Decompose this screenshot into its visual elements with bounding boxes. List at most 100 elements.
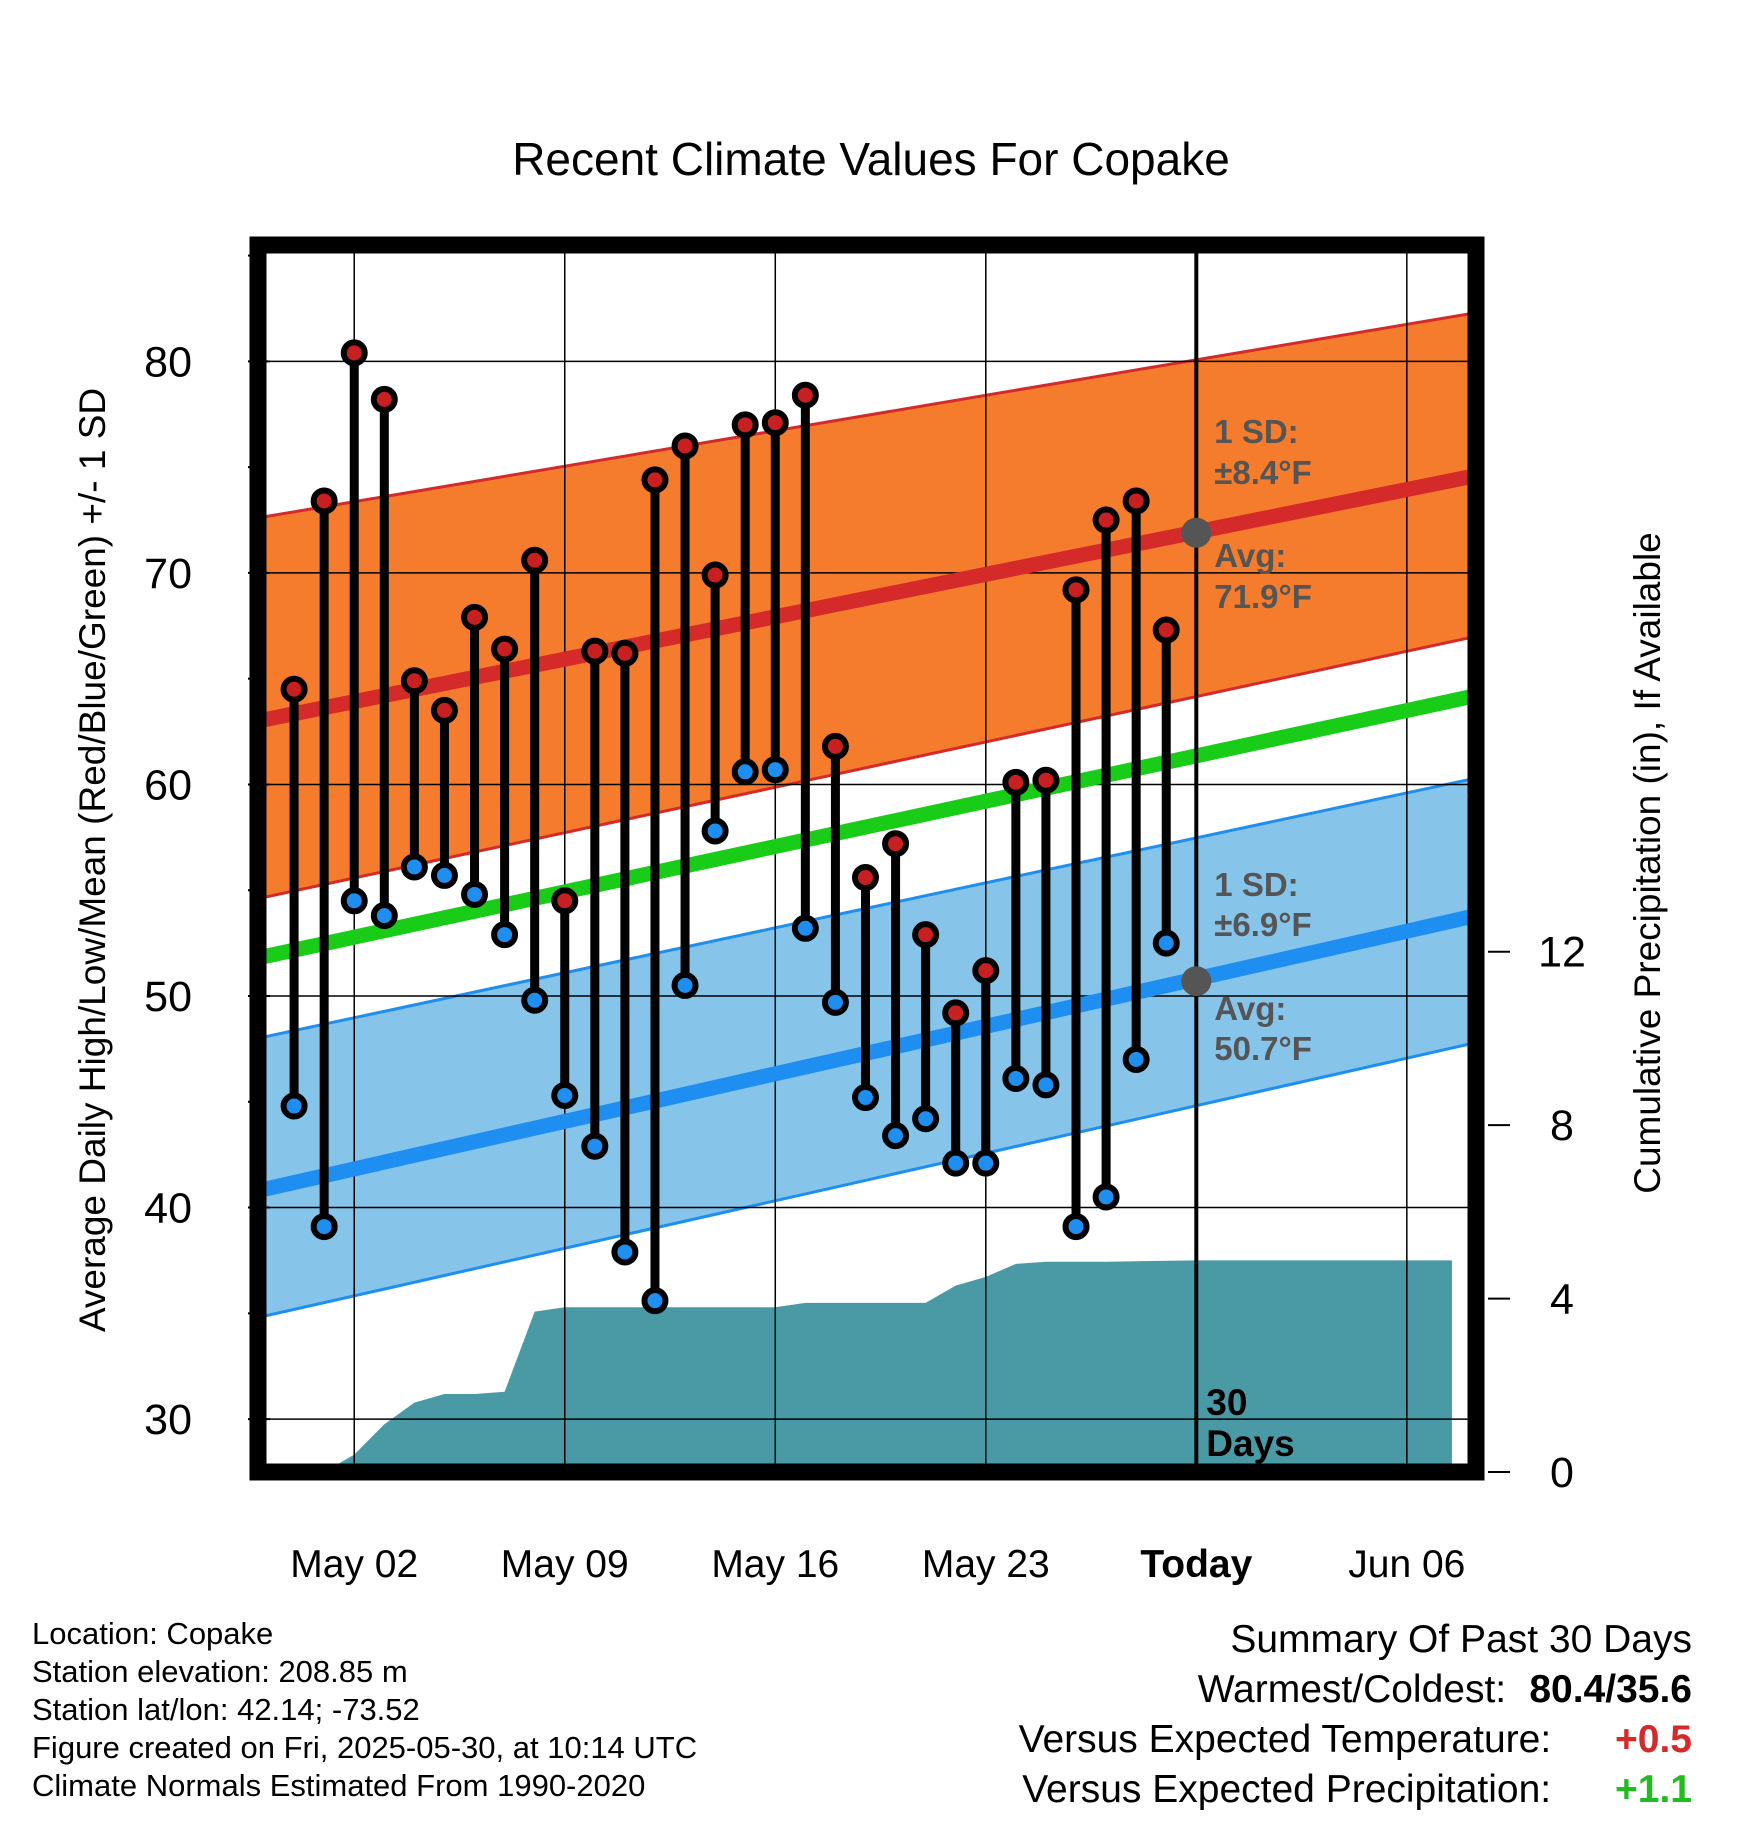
y-tick-label: 70: [144, 550, 192, 598]
daily-low-point: [821, 988, 849, 1016]
daily-high-point: [912, 921, 940, 949]
x-axis-title: Day: [832, 1599, 902, 1600]
days-label-word: Days: [1206, 1423, 1294, 1464]
low-avg-marker: [1181, 966, 1212, 997]
y2-tick-label: 8: [1550, 1102, 1574, 1150]
daily-high-point: [611, 639, 639, 667]
daily-high-point: [972, 957, 1000, 985]
daily-high-point: [400, 667, 428, 695]
created-text: Figure created on Fri, 2025-05-30, at 10…: [32, 1730, 698, 1765]
daily-low-point: [731, 758, 759, 786]
elevation-text: Station elevation: 208.85 m: [32, 1654, 408, 1689]
y2-tick-label: 12: [1538, 929, 1586, 977]
daily-low-point: [1122, 1045, 1150, 1073]
days-label-number: 30: [1206, 1382, 1247, 1423]
x-tick-label: May 09: [501, 1543, 629, 1586]
daily-low-point: [1002, 1065, 1030, 1093]
x-tick-label: May 02: [290, 1543, 418, 1586]
y-axis-title: Average Daily High/Low/Mean (Red/Blue/Gr…: [72, 388, 113, 1332]
summary-title: Summary Of Past 30 Days: [1230, 1618, 1692, 1661]
daily-high-point: [1002, 768, 1030, 796]
high-sd-lower-edge: [258, 634, 1476, 901]
high-sd-label: 1 SD:: [1214, 413, 1298, 450]
daily-low-point: [491, 921, 519, 949]
daily-low-point: [641, 1287, 669, 1315]
daily-high-point: [310, 487, 338, 515]
daily-high-point: [1092, 506, 1120, 534]
daily-high-point: [1032, 766, 1060, 794]
daily-high-point: [942, 999, 970, 1027]
y-tick-label: 40: [144, 1185, 192, 1233]
y-tick-label: 30: [144, 1396, 192, 1444]
daily-low-point: [1152, 929, 1180, 957]
x-tick-label: May 16: [711, 1543, 839, 1586]
normals-text: Climate Normals Estimated From 1990-2020: [32, 1768, 646, 1803]
daily-high-point: [1152, 616, 1180, 644]
y-tick-label: 60: [144, 761, 192, 809]
low-sd-lower-edge: [258, 1041, 1476, 1320]
location-text: Location: Copake: [32, 1616, 274, 1651]
low-sd-value: ±6.9°F: [1214, 906, 1311, 943]
warmest-label: Warmest/Coldest:: [1197, 1668, 1507, 1711]
daily-low-point: [551, 1081, 579, 1109]
daily-low-point: [851, 1084, 879, 1112]
normal-mean-line: [258, 688, 1476, 966]
daily-high-point: [882, 830, 910, 858]
daily-high-point: [1122, 487, 1150, 515]
daily-high-point: [641, 466, 669, 494]
summary-warmest-row: Warmest/Coldest: 80.4/35.6: [1019, 1665, 1692, 1715]
daily-low-point: [340, 887, 368, 915]
daily-low-point: [761, 756, 789, 784]
daily-low-point: [912, 1105, 940, 1133]
daily-high-point: [430, 696, 458, 724]
high-avg-value: 71.9°F: [1214, 578, 1312, 615]
daily-low-point: [581, 1132, 609, 1160]
high-sd-value: ±8.4°F: [1214, 454, 1311, 491]
y-tick-label: 50: [144, 973, 192, 1021]
daily-high-point: [461, 603, 489, 631]
daily-low-point: [310, 1213, 338, 1241]
temp-value: +0.5: [1615, 1718, 1692, 1761]
daily-high-point: [491, 635, 519, 663]
warmest-value: 80.4/35.6: [1529, 1668, 1692, 1711]
daily-high-point: [551, 887, 579, 915]
daily-low-point: [882, 1122, 910, 1150]
daily-low-point: [972, 1149, 1000, 1177]
y2-tick-label: 4: [1550, 1276, 1574, 1324]
daily-low-point: [430, 861, 458, 889]
daily-low-point: [1062, 1213, 1090, 1241]
daily-high-point: [701, 561, 729, 589]
daily-low-point: [671, 971, 699, 999]
y2-axis-title: Cumulative Precipitation (in), If Availa…: [1627, 532, 1668, 1194]
x-tick-label: Today: [1140, 1543, 1252, 1586]
precip-label: Versus Expected Precipitation:: [1022, 1768, 1552, 1811]
daily-high-point: [370, 385, 398, 413]
daily-high-point: [581, 637, 609, 665]
daily-low-point: [791, 914, 819, 942]
chart-title: Recent Climate Values For Copake: [512, 133, 1230, 185]
station-info: Location: Copake Station elevation: 208.…: [32, 1615, 697, 1805]
daily-low-point: [280, 1092, 308, 1120]
summary-temp-row: Versus Expected Temperature: +0.5: [1019, 1715, 1692, 1765]
daily-high-point: [521, 546, 549, 574]
high-avg-marker: [1181, 517, 1212, 548]
daily-low-point: [1032, 1071, 1060, 1099]
daily-low-point: [611, 1238, 639, 1266]
daily-high-point: [1062, 576, 1090, 604]
daily-low-point: [1092, 1183, 1120, 1211]
daily-high-point: [791, 381, 819, 409]
daily-high-point: [340, 339, 368, 367]
y2-tick-label: 0: [1550, 1449, 1574, 1497]
low-avg-label: Avg:: [1214, 990, 1286, 1027]
daily-low-point: [521, 986, 549, 1014]
high-sd-upper-edge: [258, 311, 1476, 520]
daily-high-point: [280, 675, 308, 703]
x-tick-label: Jun 06: [1348, 1543, 1465, 1586]
daily-high-point: [761, 409, 789, 437]
temp-label: Versus Expected Temperature:: [1018, 1718, 1552, 1761]
normal-high-line: [258, 468, 1476, 729]
daily-low-point: [942, 1149, 970, 1177]
plot-frame: [249, 236, 1485, 1481]
